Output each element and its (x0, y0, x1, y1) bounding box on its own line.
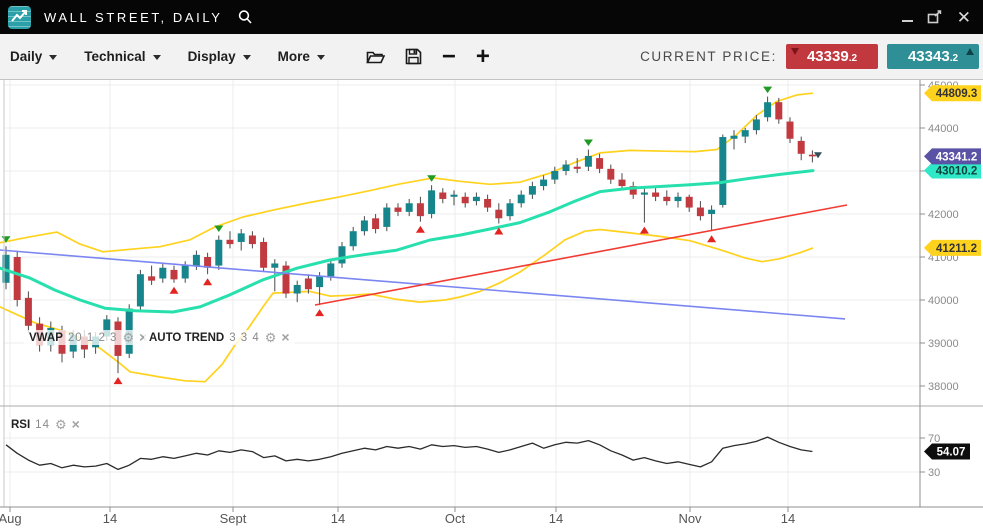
restore-button[interactable] (927, 10, 943, 24)
search-icon[interactable] (237, 9, 253, 25)
buy-signal-icon (707, 235, 717, 243)
svg-text:Nov: Nov (678, 511, 702, 526)
svg-text:41211.2: 41211.2 (936, 243, 977, 255)
chevron-down-icon (49, 55, 58, 60)
axis-labels: 4500044000430004200041000400003900038000… (0, 80, 959, 526)
svg-text:43010.2: 43010.2 (936, 166, 978, 178)
gridlines (4, 80, 920, 507)
menu-display[interactable]: Display (188, 49, 251, 64)
vwap-line (0, 169, 815, 314)
app-logo-icon (8, 5, 31, 29)
arrow-down-icon (791, 48, 799, 55)
svg-text:43341.2: 43341.2 (936, 151, 978, 163)
zoom-in-button[interactable]: + (475, 42, 490, 70)
svg-text:54.07: 54.07 (937, 447, 966, 459)
ask-price-badge: 43343.2 (887, 44, 979, 69)
price-badge-43010.2 (924, 162, 981, 179)
open-folder-icon[interactable] (366, 49, 385, 65)
svg-text:Oct: Oct (445, 511, 466, 526)
auto-trend-remove-icon[interactable]: × (281, 329, 290, 345)
arrow-up-icon (966, 48, 974, 55)
sell-signal-icon (763, 86, 773, 94)
svg-text:40000: 40000 (928, 295, 959, 307)
chart-frame (0, 80, 983, 512)
buy-signal-icon (113, 377, 123, 385)
svg-text:44809.3: 44809.3 (936, 88, 978, 100)
menu-daily[interactable]: Daily (10, 49, 58, 64)
svg-text:38000: 38000 (928, 381, 959, 393)
minimize-button[interactable] (901, 12, 913, 22)
svg-text:14: 14 (549, 511, 563, 526)
auto-trend-red-line (314, 204, 848, 306)
sell-signal-icon (583, 139, 593, 146)
vwap-remove-icon[interactable]: × (139, 330, 147, 344)
vwap-indicator-label: VWAP 20 1 2 3 ⚙ × (24, 330, 153, 345)
window-controls: ✕ (901, 7, 971, 27)
chevron-down-icon (316, 55, 325, 60)
svg-text:30: 30 (928, 467, 940, 479)
price-badges: 44809.3 43010.2 43341.2 41211.2 54.07 (924, 85, 981, 460)
last-tick-arrow-icon (814, 152, 822, 159)
buy-signal-icon (639, 226, 649, 234)
price-chart-canvas[interactable]: 4500044000430004200041000400003900038000… (0, 80, 983, 531)
rsi-value-badge (924, 443, 970, 460)
chart-area: 4500044000430004200041000400003900038000… (0, 80, 983, 531)
sell-signal-icon (214, 225, 224, 232)
svg-text:14: 14 (103, 511, 117, 526)
svg-text:44000: 44000 (928, 123, 959, 135)
vwap-settings-gear-icon[interactable]: ⚙ (122, 330, 135, 345)
menu-more[interactable]: More (278, 49, 325, 64)
rsi-remove-icon[interactable]: × (71, 416, 80, 432)
save-icon[interactable] (405, 48, 422, 65)
svg-text:42000: 42000 (928, 209, 959, 221)
auto-trend-indicator-label: AUTO TREND 3 3 4 ⚙ × (144, 330, 295, 345)
svg-text:14: 14 (781, 511, 795, 526)
price-badge-43341.2 (924, 148, 981, 165)
buy-signal-icon (315, 309, 325, 317)
chart-background (0, 80, 983, 531)
svg-text:14: 14 (331, 511, 345, 526)
title-bar: WALL STREET, DAILY ✕ (0, 0, 983, 34)
zoom-out-button[interactable]: − (441, 42, 456, 70)
chevron-down-icon (152, 55, 161, 60)
price-badge-41211.2 (924, 239, 981, 256)
svg-text:39000: 39000 (928, 338, 959, 350)
close-button[interactable]: ✕ (956, 7, 971, 27)
bid-price-badge: 43339.2 (786, 44, 878, 69)
chevron-down-icon (242, 55, 251, 60)
buy-signal-icon (494, 227, 504, 235)
rsi-line (5, 436, 813, 471)
toolbar: Daily Technical Display More − + CURRENT… (0, 34, 983, 80)
auto-trend-settings-gear-icon[interactable]: ⚙ (264, 330, 277, 345)
svg-text:70: 70 (928, 433, 940, 445)
svg-text:Sept: Sept (220, 511, 247, 526)
price-badge-44809.3 (924, 85, 981, 102)
buy-signal-icon (169, 286, 179, 294)
buy-signal-icon (415, 225, 425, 233)
rsi-indicator-label: RSI 14 ⚙ × (6, 417, 85, 432)
svg-text:Aug: Aug (0, 511, 22, 526)
window-title: WALL STREET, DAILY (44, 9, 223, 25)
current-price-label: CURRENT PRICE: (640, 49, 777, 64)
rsi-settings-gear-icon[interactable]: ⚙ (54, 417, 67, 432)
signal-markers (1, 86, 822, 385)
sell-signal-icon (427, 175, 437, 182)
bollinger-lower-band-line (0, 228, 814, 383)
buy-signal-icon (203, 278, 213, 286)
menu-technical[interactable]: Technical (84, 49, 161, 64)
